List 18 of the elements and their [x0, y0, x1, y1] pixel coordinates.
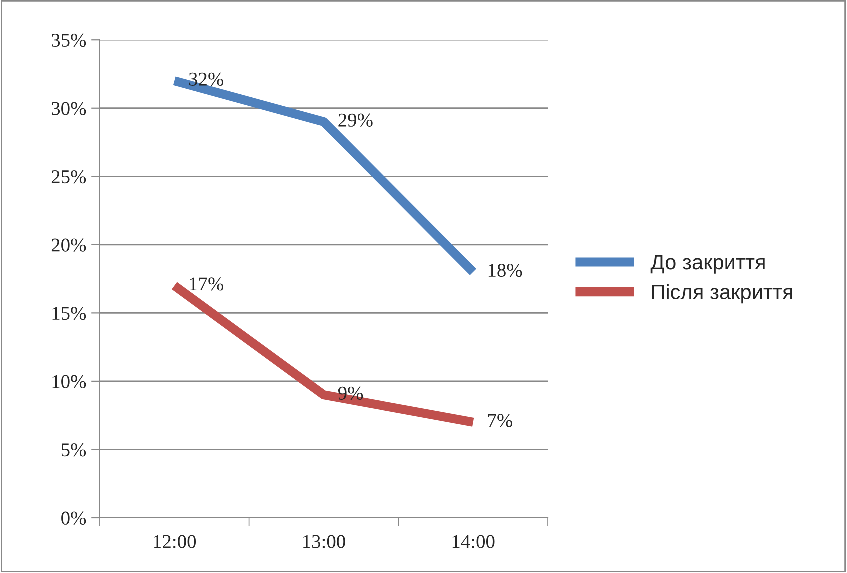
data-label: 18% — [488, 264, 522, 278]
y-tick-label: 5% — [62, 444, 86, 457]
data-label: 29% — [338, 114, 373, 127]
data-label: 32% — [189, 72, 224, 86]
y-tick-label: 15% — [52, 307, 86, 320]
y-tick-label: 25% — [52, 170, 86, 184]
y-tick-label: 0% — [62, 512, 86, 525]
y-tick-label: 20% — [52, 238, 86, 252]
x-tick-label: 13:00 — [304, 535, 346, 548]
y-tick-label: 30% — [52, 102, 86, 116]
legend-label: До закриття — [650, 255, 765, 274]
y-tick-label: 35% — [52, 34, 86, 48]
data-label: 7% — [488, 414, 512, 428]
legend-label: Після закриття — [652, 284, 792, 304]
x-tick-label: 14:00 — [452, 535, 495, 548]
x-tick-label: 12:00 — [154, 535, 196, 548]
y-tick-label: 10% — [52, 375, 86, 388]
data-label: 17% — [190, 278, 224, 291]
